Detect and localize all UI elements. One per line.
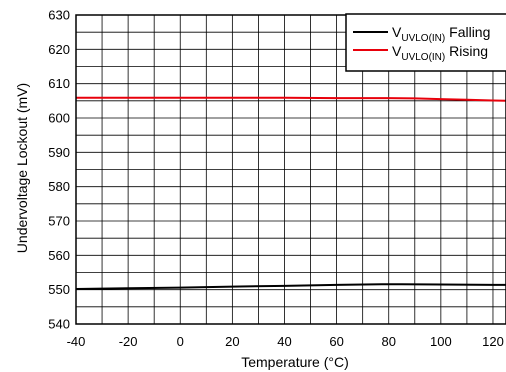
y-tick-label: 610 bbox=[48, 76, 70, 91]
legend-entry-falling: VUVLO(IN) Falling bbox=[392, 24, 490, 44]
legend-entry-rising: VUVLO(IN) Rising bbox=[392, 43, 488, 63]
y-tick-label: 620 bbox=[48, 42, 70, 57]
y-tick-label: 560 bbox=[48, 248, 70, 263]
y-tick-labels: 540 550 560 570 580 590 600 610 620 630 bbox=[48, 8, 70, 332]
y-tick-label: 550 bbox=[48, 282, 70, 297]
legend-box bbox=[345, 13, 506, 72]
series-lines bbox=[75, 96, 506, 290]
x-tick-label: -40 bbox=[67, 334, 86, 349]
y-tick-label: 590 bbox=[48, 145, 70, 160]
x-axis-label: Temperature (°C) bbox=[241, 354, 349, 370]
y-tick-label: 540 bbox=[48, 317, 70, 332]
x-tick-label: -20 bbox=[119, 334, 138, 349]
x-tick-label: 80 bbox=[381, 334, 395, 349]
y-tick-label: 630 bbox=[48, 8, 70, 23]
series-line-rising bbox=[76, 96, 506, 102]
x-tick-label: 0 bbox=[177, 334, 184, 349]
series-line-falling bbox=[75, 283, 506, 290]
x-tick-label: 40 bbox=[277, 334, 291, 349]
x-tick-label: 100 bbox=[430, 334, 452, 349]
x-tick-label: 120 bbox=[482, 334, 504, 349]
x-tick-label: 60 bbox=[329, 334, 343, 349]
legend: VUVLO(IN) Falling VUVLO(IN) Rising bbox=[345, 13, 506, 72]
y-tick-label: 580 bbox=[48, 179, 70, 194]
x-tick-labels: -40 -20 0 20 40 60 80 100 120 bbox=[67, 334, 504, 349]
y-axis-label: Undervoltage Lockout (mV) bbox=[14, 83, 30, 253]
x-tick-label: 20 bbox=[225, 334, 239, 349]
y-tick-label: 570 bbox=[48, 214, 70, 229]
y-tick-label: 600 bbox=[48, 111, 70, 126]
plot-frame bbox=[75, 14, 506, 325]
